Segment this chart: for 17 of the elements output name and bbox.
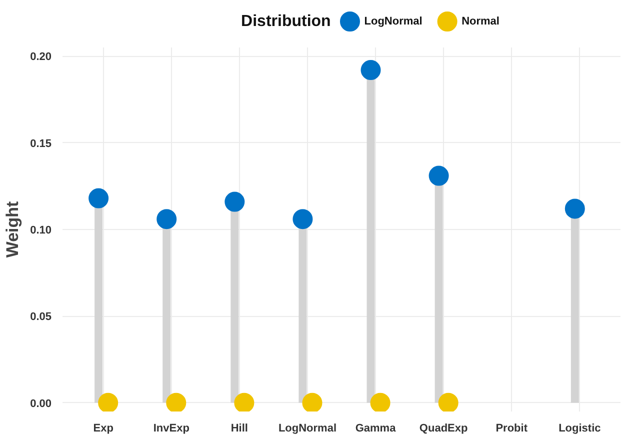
y-axis-title: Weight: [3, 200, 22, 258]
x-tick-label: Logistic: [558, 422, 601, 434]
x-tick-label: Probit: [496, 422, 528, 434]
y-tick-label: 0.00: [30, 398, 52, 410]
x-tick-label: Hill: [230, 422, 248, 434]
y-tick-label: 0.05: [30, 311, 52, 324]
legend-title: Distribution: [241, 13, 331, 30]
y-tick-label: 0.15: [30, 138, 52, 150]
y-tick-label: 0.10: [30, 224, 52, 236]
y-tick-label: 0.20: [30, 51, 52, 64]
x-tick-label: LogNormal: [278, 422, 337, 434]
x-tick-label: QuadExp: [419, 422, 468, 434]
x-tick-label: InvExp: [153, 422, 190, 434]
legend-label: LogNormal: [364, 16, 422, 28]
legend-label: Normal: [462, 16, 500, 28]
x-tick-label: Gamma: [355, 422, 397, 434]
x-tick-label: Exp: [93, 422, 114, 434]
